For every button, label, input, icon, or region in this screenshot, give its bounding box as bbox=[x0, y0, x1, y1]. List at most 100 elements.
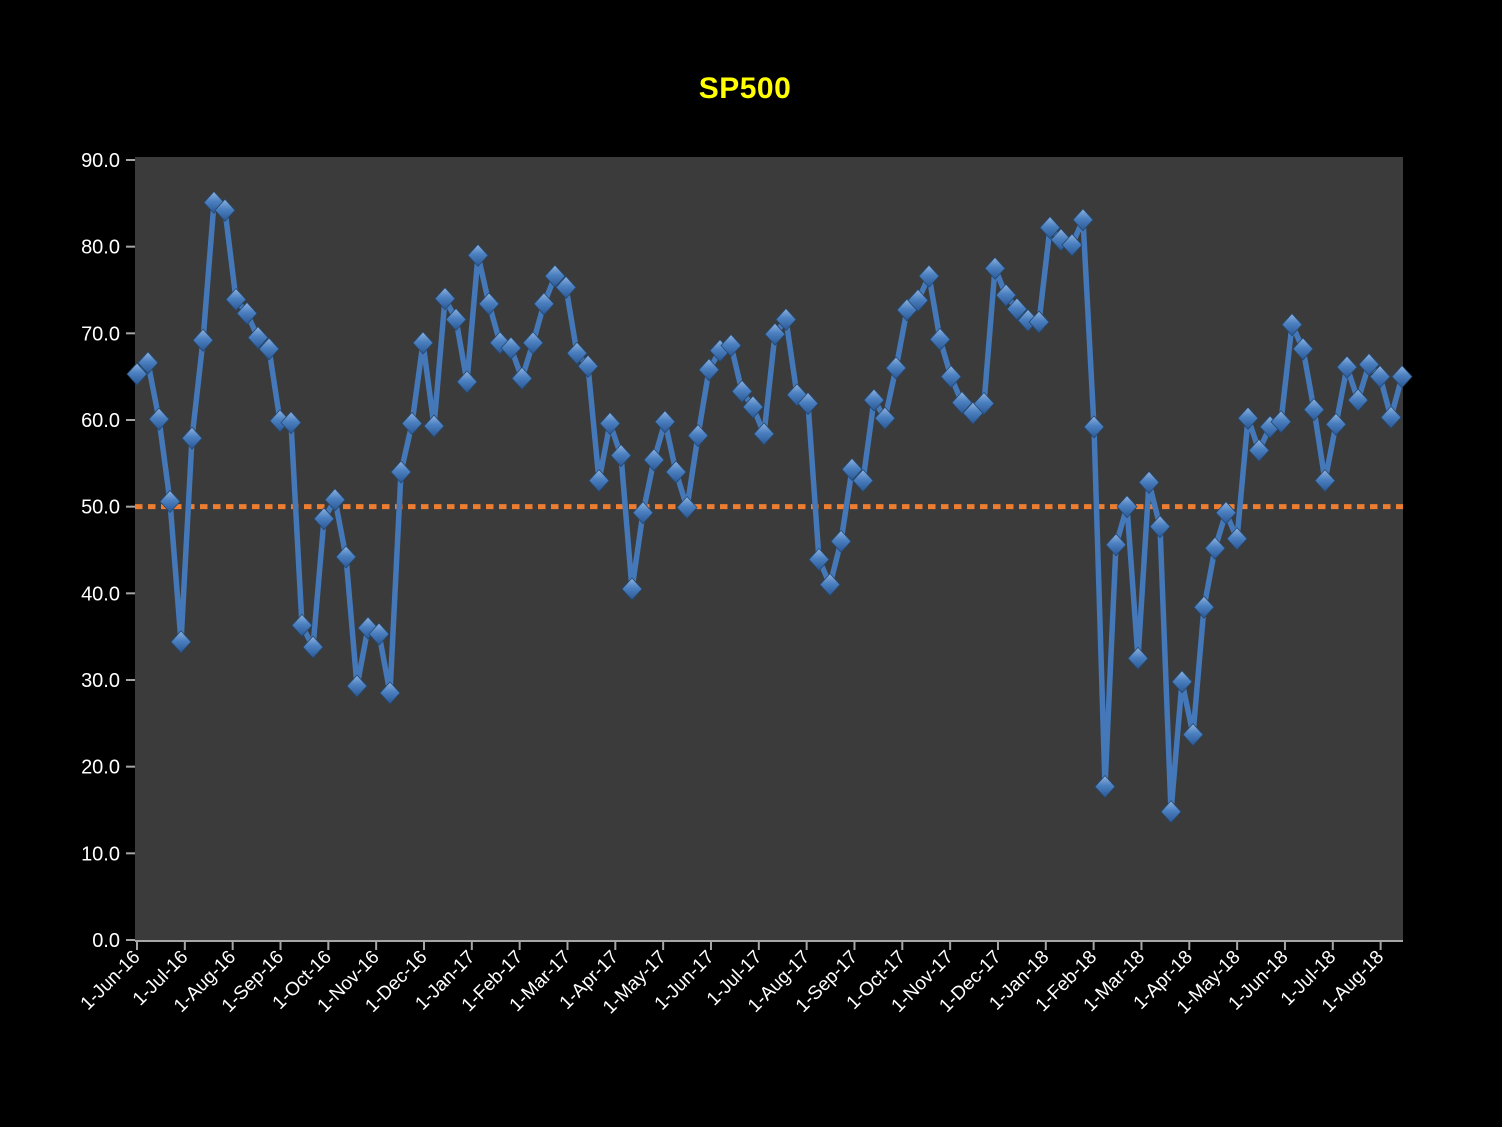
data-point-marker bbox=[1116, 495, 1138, 519]
data-point-marker bbox=[302, 635, 324, 659]
data-point-marker bbox=[654, 410, 676, 434]
data-point-marker bbox=[665, 460, 687, 484]
chart-title: SP500 bbox=[698, 72, 792, 105]
data-point-marker bbox=[522, 331, 544, 355]
data-point-marker bbox=[489, 331, 511, 355]
y-axis-tick-label: 80.0 bbox=[81, 237, 120, 259]
data-point-marker bbox=[819, 573, 841, 597]
data-point-marker bbox=[1248, 438, 1270, 462]
data-point-marker bbox=[214, 198, 236, 222]
data-point-marker bbox=[291, 613, 313, 637]
data-point-marker bbox=[390, 460, 412, 484]
data-point-marker bbox=[1160, 800, 1182, 824]
data-point-marker bbox=[500, 336, 522, 360]
data-point-marker bbox=[1325, 412, 1347, 436]
data-point-marker bbox=[621, 577, 643, 601]
data-point-marker bbox=[511, 366, 533, 390]
data-point-marker bbox=[907, 288, 929, 312]
data-point-marker bbox=[742, 395, 764, 419]
data-point-marker bbox=[885, 356, 907, 380]
data-point-marker bbox=[566, 341, 588, 365]
data-point-marker bbox=[401, 411, 423, 436]
data-point-marker bbox=[555, 275, 577, 299]
data-point-marker bbox=[335, 545, 357, 569]
data-point-marker bbox=[940, 365, 962, 389]
data-point-marker bbox=[720, 333, 742, 358]
y-axis-tick-label: 50.0 bbox=[81, 497, 120, 519]
data-point-marker bbox=[786, 383, 808, 407]
y-axis-tick-label: 40.0 bbox=[81, 583, 120, 605]
data-point-marker bbox=[434, 287, 456, 311]
data-point-marker bbox=[1281, 313, 1303, 337]
data-point-marker bbox=[1039, 216, 1061, 240]
data-point-marker bbox=[676, 495, 698, 520]
data-point-marker bbox=[1127, 646, 1149, 670]
data-point-marker bbox=[973, 391, 995, 416]
data-point-marker bbox=[1215, 501, 1237, 525]
data-point-marker bbox=[830, 529, 852, 553]
data-point-marker bbox=[1358, 352, 1380, 377]
data-point-marker bbox=[610, 443, 632, 468]
data-point-marker bbox=[236, 301, 258, 325]
data-point-marker bbox=[632, 501, 654, 525]
data-point-marker bbox=[775, 307, 797, 332]
data-point-marker bbox=[1314, 469, 1336, 493]
data-point-marker bbox=[181, 426, 203, 450]
data-point-marker bbox=[1138, 470, 1160, 494]
y-axis-tick-label: 90.0 bbox=[81, 150, 120, 172]
data-point-marker bbox=[412, 331, 434, 355]
data-point-marker bbox=[1391, 365, 1413, 389]
y-axis-tick-label: 60.0 bbox=[81, 410, 120, 432]
data-point-marker bbox=[280, 411, 302, 435]
data-point-marker bbox=[1369, 365, 1391, 389]
data-point-marker bbox=[852, 469, 874, 493]
data-point-marker bbox=[731, 379, 753, 403]
data-point-marker bbox=[588, 469, 610, 493]
data-point-marker bbox=[841, 457, 863, 481]
data-point-marker bbox=[929, 327, 951, 351]
data-point-marker bbox=[918, 264, 940, 288]
data-point-marker bbox=[324, 488, 346, 512]
data-point-marker bbox=[1336, 355, 1358, 379]
data-point-marker bbox=[1072, 208, 1094, 232]
data-point-marker bbox=[1226, 527, 1248, 551]
data-point-marker bbox=[126, 362, 148, 386]
data-point-marker bbox=[1292, 337, 1314, 361]
data-point-marker bbox=[445, 307, 467, 332]
data-point-marker bbox=[1270, 410, 1292, 434]
data-point-marker bbox=[863, 388, 885, 412]
data-point-marker bbox=[379, 681, 401, 705]
data-point-marker bbox=[797, 391, 819, 416]
data-point-marker bbox=[1006, 297, 1028, 321]
y-axis-tick-label: 70.0 bbox=[81, 323, 120, 345]
data-point-marker bbox=[346, 674, 368, 698]
data-point-marker bbox=[1105, 533, 1127, 557]
data-point-marker bbox=[423, 414, 445, 438]
data-point-marker bbox=[258, 337, 280, 361]
data-point-marker bbox=[247, 326, 269, 350]
y-axis-tick-label: 10.0 bbox=[81, 843, 120, 865]
data-point-marker bbox=[1182, 723, 1204, 747]
data-point-marker bbox=[456, 370, 478, 394]
data-point-marker bbox=[1028, 310, 1050, 334]
y-axis-tick-label: 20.0 bbox=[81, 757, 120, 779]
x-axis-tick-label: 1-Jun-16 bbox=[77, 947, 145, 1015]
data-point-marker bbox=[170, 630, 192, 654]
data-point-marker bbox=[753, 422, 775, 446]
data-point-marker bbox=[1193, 595, 1215, 619]
data-point-marker bbox=[225, 287, 247, 312]
data-point-marker bbox=[1094, 775, 1116, 799]
data-point-marker bbox=[467, 243, 489, 267]
data-point-marker bbox=[192, 328, 214, 352]
y-axis-tick-label: 0.0 bbox=[92, 930, 120, 952]
data-point-marker bbox=[478, 292, 500, 316]
data-point-marker bbox=[203, 190, 225, 215]
data-point-marker bbox=[159, 489, 181, 514]
data-point-marker bbox=[1347, 388, 1369, 412]
data-point-marker bbox=[577, 354, 599, 378]
data-point-marker bbox=[1380, 405, 1402, 429]
data-point-marker bbox=[148, 407, 170, 431]
data-point-marker bbox=[599, 411, 621, 436]
data-point-marker bbox=[1237, 406, 1259, 430]
